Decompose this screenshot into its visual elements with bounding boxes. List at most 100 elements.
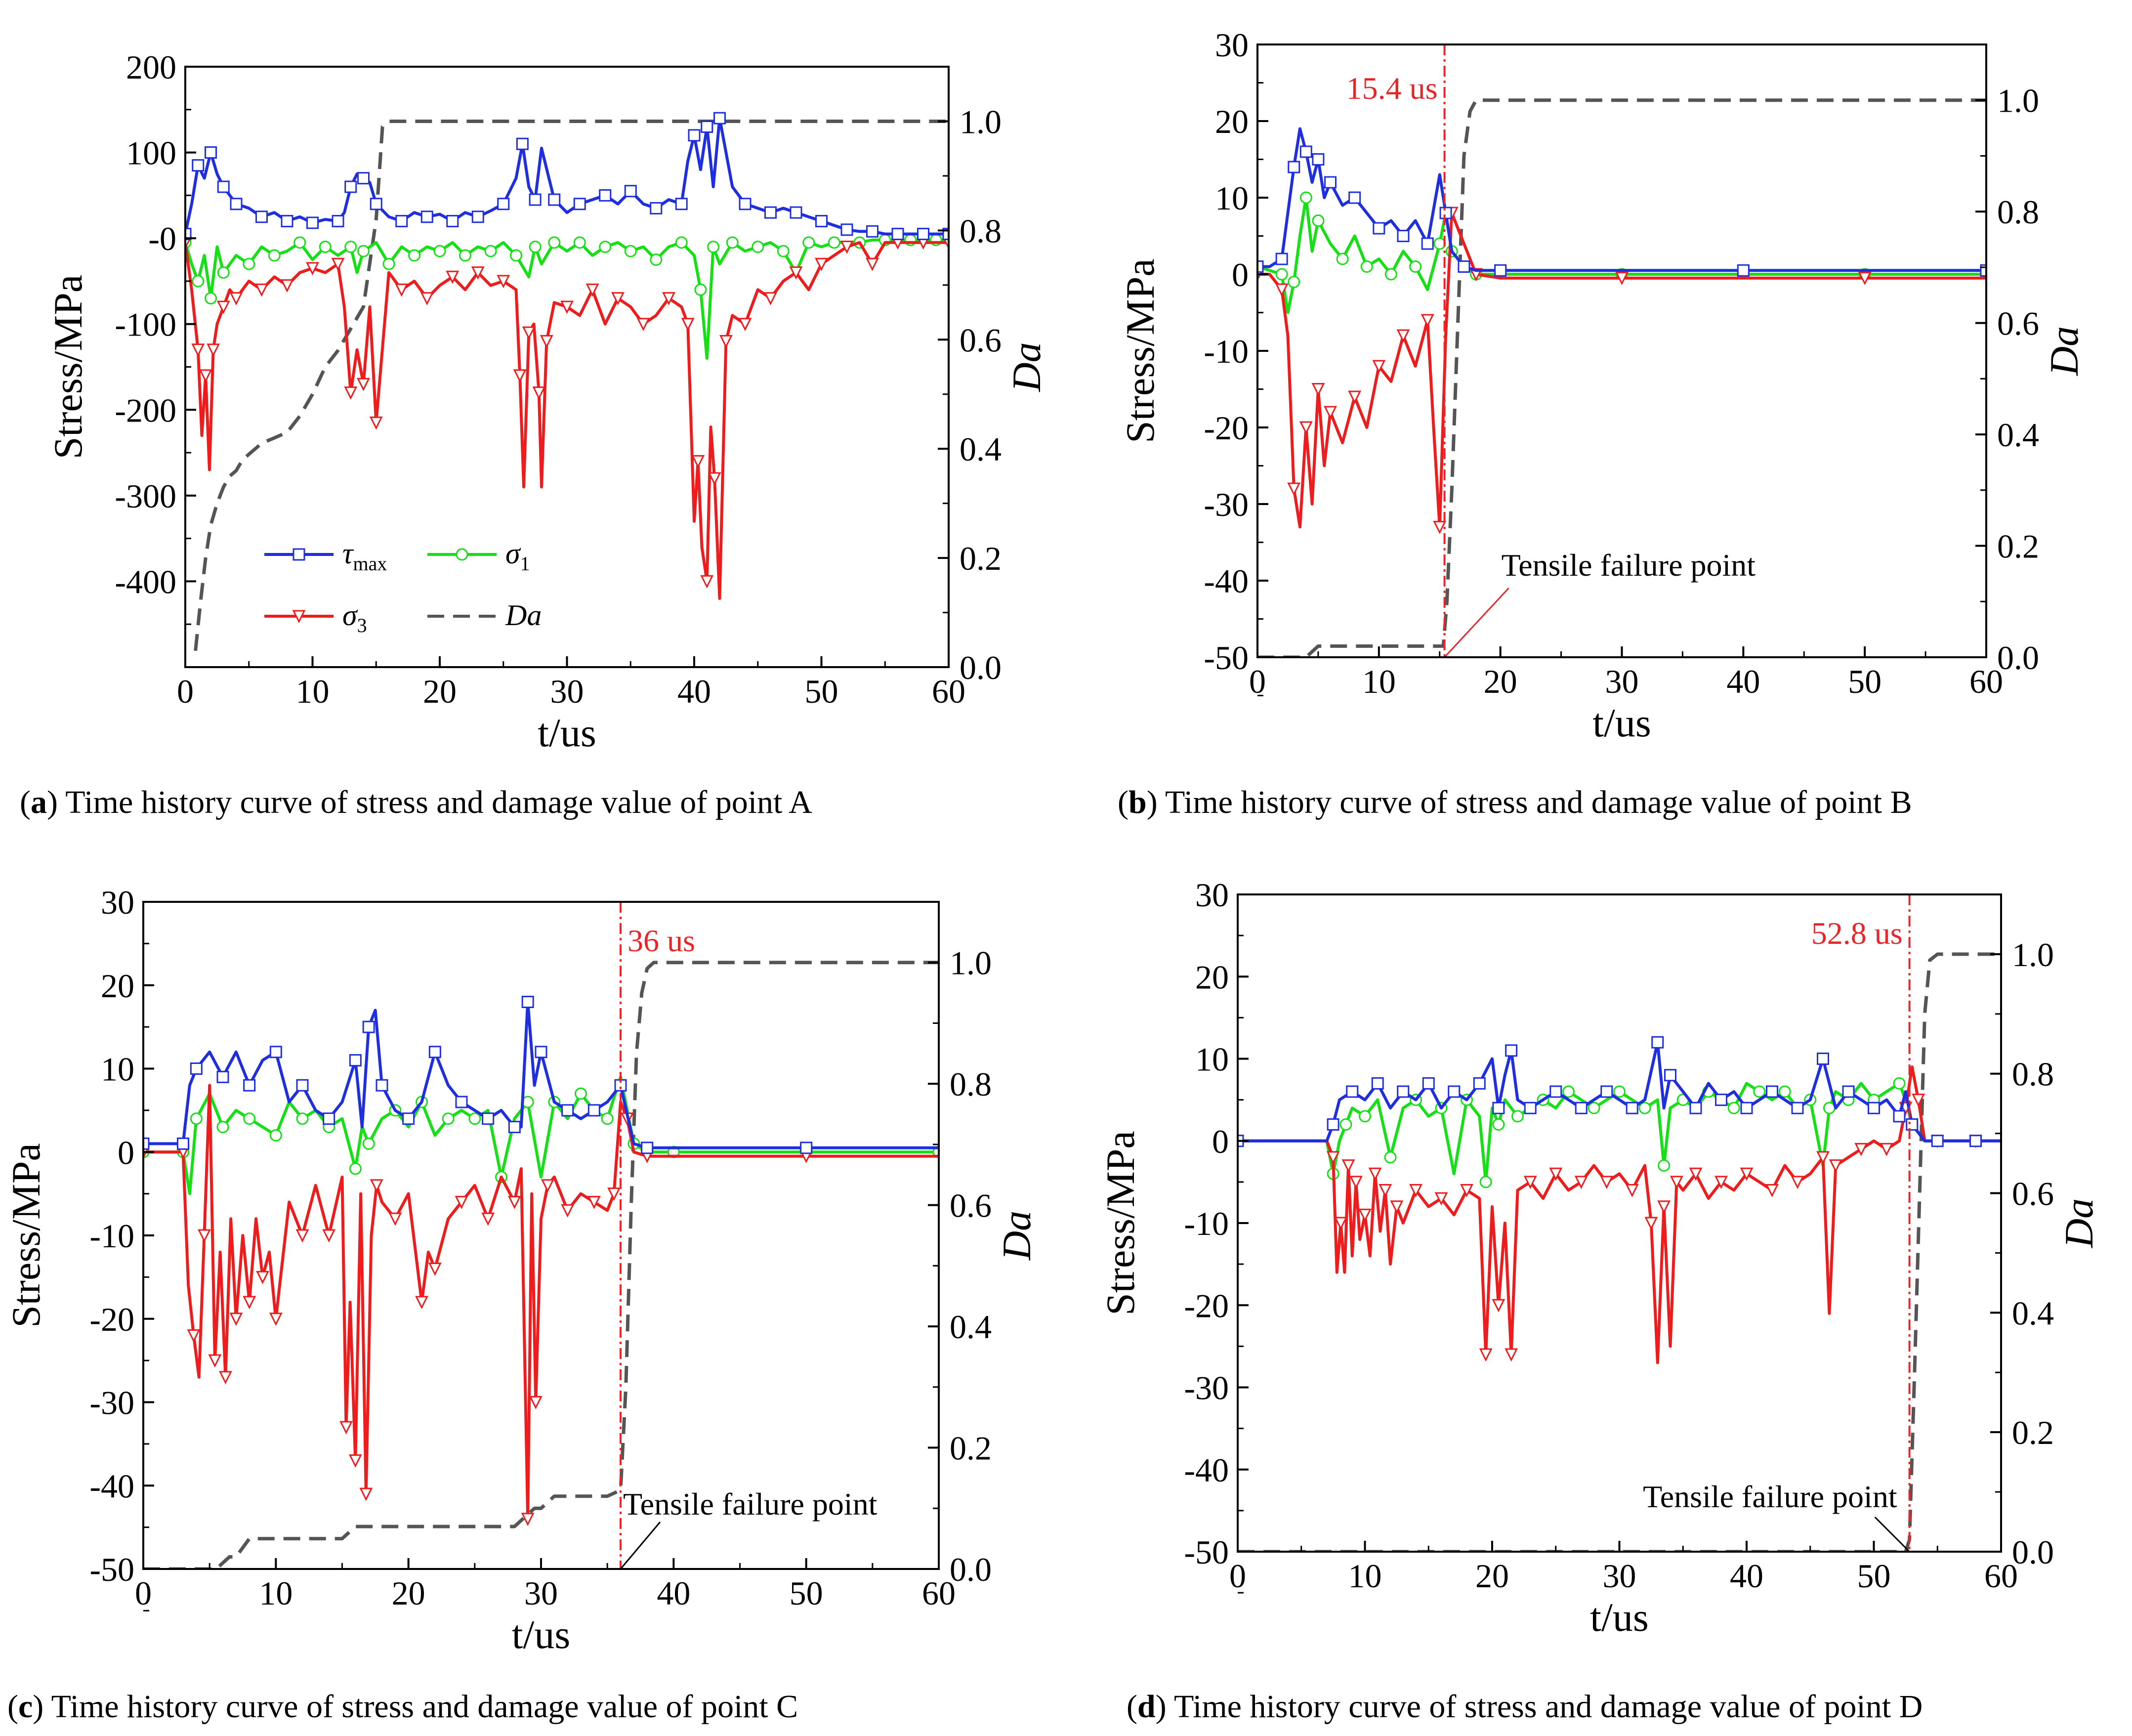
sigma3-marker (1858, 272, 1872, 286)
tau-marker (296, 1079, 309, 1092)
y2-axis-title: Da (1004, 342, 1049, 392)
tau-marker (420, 211, 433, 223)
tau-marker (1327, 1118, 1339, 1131)
tau-marker (1448, 1085, 1461, 1098)
sigma3-marker (691, 455, 705, 468)
legend-subscript: 1 (520, 552, 530, 575)
sigma3-marker (420, 292, 434, 305)
tau-marker (1288, 161, 1300, 173)
tau-marker (587, 1104, 600, 1117)
sigma1-marker (828, 236, 840, 249)
sigma1-marker (726, 236, 739, 249)
sigma3-marker (522, 326, 536, 340)
tau-marker (1715, 1094, 1727, 1106)
sigma3-marker (348, 1454, 362, 1468)
tau-marker (650, 202, 663, 214)
y2-tick-label: 0.8 (1997, 193, 2039, 231)
sigma3-series (1257, 207, 1986, 534)
sigma3-series (185, 236, 949, 600)
sigma3-marker (1670, 1176, 1683, 1189)
tau-line (185, 117, 949, 236)
sigma3-marker (198, 1229, 211, 1243)
y-tick-label: 100 (126, 134, 176, 172)
tau-marker (641, 1142, 654, 1154)
x-tick-label: 10 (259, 1574, 293, 1612)
x-tick-label: 20 (1475, 1557, 1509, 1595)
sigma3-marker (1600, 1176, 1614, 1189)
failure-leader-line (1874, 1516, 1910, 1553)
sigma3-marker (1765, 1184, 1779, 1197)
sigma1-marker (675, 236, 688, 249)
tau-marker (1346, 1085, 1359, 1098)
sigma3-marker (497, 275, 510, 289)
sigma3-marker (611, 292, 625, 305)
y2-tick-label: 0.2 (960, 540, 1002, 577)
failure-time-label: 36 us (627, 923, 695, 958)
tau-marker (306, 216, 319, 229)
failure-point-label: Tensile failure point (1502, 548, 1756, 583)
sigma3-marker (1379, 1184, 1392, 1197)
caption-letter: a (31, 784, 47, 820)
x-tick-label: 20 (1484, 663, 1517, 700)
sigma3-marker (1615, 272, 1629, 286)
tau-marker (497, 198, 510, 211)
tau-marker (1969, 1135, 1982, 1147)
panel-caption: (a) Time history curve of stress and dam… (20, 784, 812, 820)
caption-letter: c (18, 1689, 33, 1725)
tau-marker (349, 1054, 362, 1067)
y-tick-label: -0 (148, 220, 176, 257)
sigma1-marker (484, 245, 497, 257)
tau-marker (1421, 237, 1434, 250)
tau-marker (1275, 253, 1288, 265)
y-tick-label: -40 (1204, 562, 1249, 600)
sigma3-marker (636, 318, 650, 332)
sigma3-marker (388, 1212, 402, 1226)
da-series (1238, 952, 2001, 1552)
tau-marker (688, 129, 701, 142)
caption-paren-open: ( (7, 1689, 18, 1725)
y-tick-label: 0 (118, 1134, 134, 1171)
tau-marker (1397, 1085, 1410, 1098)
x-tick-label: 30 (1603, 1557, 1636, 1595)
sigma3-marker (428, 1263, 442, 1276)
x-tick-label: 30 (524, 1574, 558, 1612)
y-axis-title: Stress/MPa (3, 1143, 48, 1328)
sigma3-marker (306, 262, 319, 276)
y2-tick-label: 0.0 (2012, 1533, 2054, 1571)
sigma3-marker (455, 1196, 468, 1209)
sigma1-marker (777, 245, 790, 257)
sigma1-marker (357, 245, 370, 257)
sigma1-marker (1339, 1118, 1352, 1131)
sigma3-marker (357, 378, 370, 391)
caption-text: Time history curve of stress and damage … (1158, 784, 1912, 820)
tau-marker (216, 1070, 229, 1083)
tau-marker (1524, 1101, 1537, 1114)
tau-marker (428, 1046, 441, 1059)
caption-paren-open: ( (1127, 1689, 1137, 1725)
y-tick-label: 30 (101, 884, 134, 921)
tau-marker (1980, 264, 1986, 277)
sigma3-marker (1324, 406, 1337, 420)
tau-marker (357, 172, 370, 185)
y-tick-label: -10 (1204, 333, 1249, 370)
y2-tick-label: 0.6 (1997, 305, 2039, 342)
y2-tick-label: 0.6 (2012, 1175, 2054, 1213)
y-tick-label: -100 (115, 306, 176, 343)
sigma3-marker (256, 1270, 269, 1284)
sigma3-marker (471, 266, 485, 280)
tau-marker (840, 223, 853, 236)
panel-caption: (b) Time history curve of stress and dam… (1118, 784, 1912, 820)
sigma1-marker (1638, 1101, 1651, 1114)
sigma3-marker (1625, 1184, 1639, 1197)
tau-marker (1575, 1101, 1588, 1114)
tau-marker (344, 180, 357, 193)
y-tick-label: -50 (89, 1551, 134, 1588)
sigma3-marker (587, 1196, 601, 1209)
legend-symbol: σ (342, 599, 358, 632)
sigma3-marker (789, 266, 803, 280)
tau-marker (332, 214, 344, 227)
caption-text: Time history curve of stress and damage … (1167, 1689, 1923, 1725)
tau-marker (1473, 1077, 1486, 1090)
sigma1-marker (1359, 1110, 1371, 1123)
